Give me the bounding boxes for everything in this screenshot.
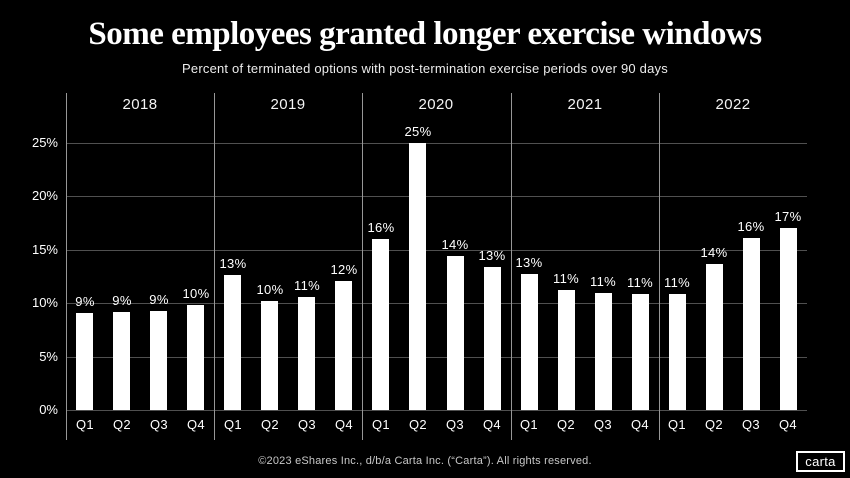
bar-value-2020-Q2: 25% — [404, 124, 432, 139]
x-axis-label-2021-Q2: Q2 — [557, 417, 575, 432]
x-axis-label-2019-Q4: Q4 — [335, 417, 353, 432]
x-axis-label-2021-Q4: Q4 — [631, 417, 649, 432]
year-label-2021: 2021 — [567, 96, 603, 113]
bar-2019-Q2 — [261, 301, 278, 410]
bar-2018-Q2 — [113, 312, 130, 410]
bar-2022-Q3 — [743, 238, 760, 410]
bar-2020-Q2 — [409, 143, 426, 410]
bar-value-2022-Q4: 17% — [774, 209, 802, 224]
bar-value-2019-Q3: 11% — [294, 278, 320, 293]
bar-value-2021-Q3: 11% — [590, 274, 616, 289]
gridline-15 — [66, 250, 807, 251]
y-axis-tick-5: 5% — [39, 349, 58, 364]
bar-value-2021-Q1: 13% — [515, 255, 543, 270]
x-axis-label-2022-Q1: Q1 — [668, 417, 686, 432]
gridline-25 — [66, 143, 807, 144]
y-axis-tick-25: 25% — [31, 135, 58, 150]
x-axis-label-2022-Q2: Q2 — [705, 417, 723, 432]
bar-value-2019-Q4: 12% — [330, 262, 358, 277]
bar-2021-Q2 — [558, 290, 575, 410]
y-axis-tick-10: 10% — [31, 295, 58, 310]
year-divider — [511, 93, 512, 440]
gridline-5 — [66, 357, 807, 358]
year-divider — [659, 93, 660, 440]
x-axis-label-2020-Q1: Q1 — [372, 417, 390, 432]
bar-2021-Q4 — [632, 294, 649, 410]
year-divider — [362, 93, 363, 440]
bar-2019-Q1 — [224, 275, 241, 410]
x-axis-label-2020-Q4: Q4 — [483, 417, 501, 432]
copyright-notice: ©2023 eShares Inc., d/b/a Carta Inc. (“C… — [258, 455, 592, 467]
year-divider — [214, 93, 215, 440]
bar-value-2020-Q1: 16% — [367, 220, 395, 235]
carta-logo: carta — [796, 451, 845, 472]
year-label-2022: 2022 — [715, 96, 751, 113]
chart-title: Some employees granted longer exercise w… — [88, 16, 762, 52]
bar-2022-Q1 — [669, 294, 686, 410]
gridline-10 — [66, 303, 807, 304]
bar-2020-Q4 — [484, 267, 501, 410]
year-label-2019: 2019 — [270, 96, 306, 113]
bar-value-2018-Q4: 10% — [182, 286, 210, 301]
bar-value-2020-Q3: 14% — [441, 237, 469, 252]
bar-value-2019-Q1: 13% — [219, 256, 247, 271]
bar-2022-Q4 — [780, 228, 797, 410]
y-axis-tick-20: 20% — [31, 188, 58, 203]
bar-value-2022-Q3: 16% — [737, 219, 765, 234]
x-axis-label-2020-Q3: Q3 — [446, 417, 464, 432]
bar-2022-Q2 — [706, 264, 723, 410]
bar-value-2022-Q1: 11% — [664, 275, 690, 290]
bar-2018-Q1 — [76, 313, 93, 410]
x-axis-label-2019-Q2: Q2 — [261, 417, 279, 432]
bar-value-2021-Q2: 11% — [553, 271, 579, 286]
bar-2018-Q3 — [150, 311, 167, 410]
gridline-0 — [66, 410, 807, 411]
bar-value-2018-Q2: 9% — [112, 293, 132, 308]
chart-subtitle: Percent of terminated options with post-… — [182, 61, 668, 76]
x-axis-label-2018-Q4: Q4 — [187, 417, 205, 432]
x-axis-label-2021-Q1: Q1 — [520, 417, 538, 432]
x-axis-label-2018-Q2: Q2 — [113, 417, 131, 432]
year-divider — [66, 93, 67, 440]
bar-value-2018-Q3: 9% — [149, 292, 169, 307]
gridline-20 — [66, 196, 807, 197]
year-label-2018: 2018 — [122, 96, 158, 113]
x-axis-label-2019-Q3: Q3 — [298, 417, 316, 432]
x-axis-label-2020-Q2: Q2 — [409, 417, 427, 432]
x-axis-label-2021-Q3: Q3 — [594, 417, 612, 432]
bar-value-2021-Q4: 11% — [627, 275, 653, 290]
x-axis-label-2022-Q3: Q3 — [742, 417, 760, 432]
bar-2021-Q1 — [521, 274, 538, 410]
bar-2019-Q4 — [335, 281, 352, 410]
year-label-2020: 2020 — [418, 96, 454, 113]
bar-value-2019-Q2: 10% — [256, 282, 284, 297]
y-axis-tick-0: 0% — [39, 402, 58, 417]
carta-logo-text: carta — [805, 454, 836, 469]
x-axis-label-2018-Q3: Q3 — [150, 417, 168, 432]
y-axis-tick-15: 15% — [31, 242, 58, 257]
bar-2020-Q1 — [372, 239, 389, 410]
bar-value-2022-Q2: 14% — [700, 245, 728, 260]
bar-value-2018-Q1: 9% — [75, 294, 95, 309]
bar-2020-Q3 — [447, 256, 464, 410]
x-axis-label-2018-Q1: Q1 — [76, 417, 94, 432]
bar-2021-Q3 — [595, 293, 612, 410]
x-axis-label-2019-Q1: Q1 — [224, 417, 242, 432]
bar-value-2020-Q4: 13% — [478, 248, 506, 263]
bar-2019-Q3 — [298, 297, 315, 410]
x-axis-label-2022-Q4: Q4 — [779, 417, 797, 432]
bar-2018-Q4 — [187, 305, 204, 410]
